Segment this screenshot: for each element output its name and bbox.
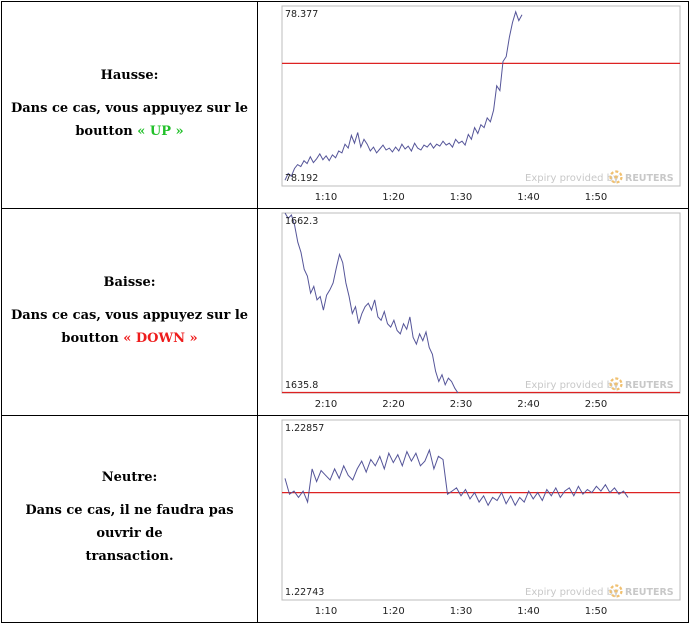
plot-area: 78.377 78.192 Expiry provided by REUTERS <box>281 5 681 187</box>
x-tick-label: 1:50 <box>585 606 607 617</box>
provider-name: REUTERS <box>625 173 674 184</box>
x-tick-label: 2:30 <box>450 399 472 410</box>
neutre-desc-line1: Dans ce cas, il ne faudra pas ouvrir de <box>25 503 234 541</box>
hausse-chart: 78.377 78.192 Expiry provided by REUTERS 1:1… <box>281 5 681 203</box>
y-max-label: 1662.3 <box>285 216 318 227</box>
x-tick-label: 2:50 <box>585 399 607 410</box>
y-min-label: 1.22743 <box>285 587 324 598</box>
x-tick-label: 1:30 <box>450 606 472 617</box>
x-tick-label: 1:20 <box>382 606 404 617</box>
x-tick-label: 2:20 <box>382 399 404 410</box>
baisse-chart: 1662.3 1635.8 Expiry provided by REUTERS 2:1… <box>281 212 681 410</box>
y-max-label: 1.22857 <box>285 423 324 434</box>
x-tick-label: 1:30 <box>450 192 472 203</box>
hausse-cell: Hausse: Dans ce cas, vous appuyez sur le… <box>1 1 258 209</box>
x-tick-label: 1:10 <box>315 606 337 617</box>
x-tick-label: 1:40 <box>517 192 539 203</box>
baisse-description: Dans ce cas, vous appuyez sur le boutton… <box>2 304 257 350</box>
x-tick-label: 1:20 <box>382 192 404 203</box>
reuters-logo-icon <box>609 377 623 391</box>
expiry-text: Expiry provided by <box>525 380 619 391</box>
hausse-description: Dans ce cas, vous appuyez sur le boutton… <box>2 97 257 143</box>
plot-area: 1.22857 1.22743 Expiry provided by REUTERS <box>281 419 681 601</box>
neutre-description: Dans ce cas, il ne faudra pas ouvrir de … <box>2 499 257 568</box>
y-min-label: 1635.8 <box>285 380 318 391</box>
plot-frame <box>281 419 681 601</box>
neutre-desc-line2: transaction. <box>85 549 174 564</box>
hausse-desc-prefix: boutton <box>75 123 133 139</box>
plot-frame <box>281 5 681 187</box>
price-line <box>284 448 629 507</box>
baisse-chart-cell: 1662.3 1635.8 Expiry provided by REUTERS 2:1… <box>257 208 689 416</box>
baisse-title: Baisse: <box>103 274 156 290</box>
provider-name: REUTERS <box>625 587 674 598</box>
hausse-desc-line1: Dans ce cas, vous appuyez sur le <box>10 100 249 116</box>
y-min-label: 78.192 <box>285 173 318 184</box>
baisse-cell: Baisse: Dans ce cas, vous appuyez sur le… <box>1 208 258 416</box>
baisse-desc-line1: Dans ce cas, vous appuyez sur le <box>10 307 249 323</box>
baisse-desc-prefix: boutton <box>61 330 119 346</box>
neutre-cell: Neutre: Dans ce cas, il ne faudra pas ou… <box>1 415 258 623</box>
neutre-title: Neutre: <box>101 470 158 485</box>
neutre-chart-cell: 1.22857 1.22743 Expiry provided by REUTERS 1… <box>257 415 689 623</box>
expiry-text: Expiry provided by <box>525 587 619 598</box>
expiry-text: Expiry provided by <box>525 173 619 184</box>
x-tick-label: 2:40 <box>517 399 539 410</box>
price-line <box>284 10 523 181</box>
x-tick-label: 1:10 <box>315 192 337 203</box>
plot-frame <box>281 212 681 394</box>
provider-name: REUTERS <box>625 380 674 391</box>
x-tick-label: 1:40 <box>517 606 539 617</box>
x-tick-label: 2:10 <box>315 399 337 410</box>
plot-area: 1662.3 1635.8 Expiry provided by REUTERS <box>281 212 681 394</box>
reuters-logo-icon <box>609 584 623 598</box>
down-button-label: « DOWN » <box>123 330 198 346</box>
hausse-chart-cell: 78.377 78.192 Expiry provided by REUTERS 1:1… <box>257 1 689 209</box>
y-max-label: 78.377 <box>285 9 318 20</box>
price-line <box>284 212 459 394</box>
up-button-label: « UP » <box>137 123 184 139</box>
hausse-title: Hausse: <box>100 67 159 83</box>
x-tick-label: 1:50 <box>585 192 607 203</box>
reuters-logo-icon <box>609 170 623 184</box>
